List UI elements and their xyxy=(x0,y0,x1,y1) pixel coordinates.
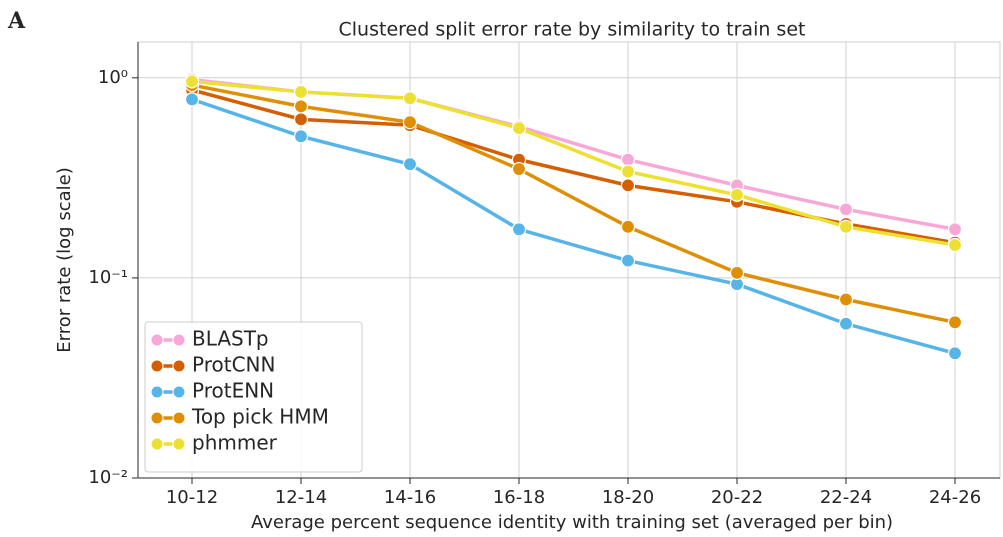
legend-marker xyxy=(150,333,164,347)
y-tick-label: 10⁻¹ xyxy=(88,267,128,288)
data-point xyxy=(838,219,854,234)
y-axis-label: Error rate (log scale) xyxy=(54,167,75,352)
chart-title: Clustered split error rate by similarity… xyxy=(339,19,806,41)
x-tick-label: 16-18 xyxy=(493,487,545,508)
data-point xyxy=(184,74,200,89)
data-point xyxy=(184,92,200,107)
y-tick-label: 10⁻² xyxy=(88,467,128,488)
data-point xyxy=(620,164,636,179)
data-point xyxy=(293,99,309,114)
x-tick-label: 24-26 xyxy=(929,487,981,508)
legend-marker xyxy=(172,359,186,373)
data-point xyxy=(402,157,418,172)
x-tick-label: 12-14 xyxy=(275,487,327,508)
data-point xyxy=(511,121,527,136)
data-point xyxy=(620,219,636,234)
legend-marker xyxy=(150,359,164,373)
data-point xyxy=(947,315,963,330)
x-tick-label: 22-24 xyxy=(820,487,872,508)
series-line xyxy=(191,83,956,325)
data-point xyxy=(620,178,636,193)
legend-label: phmmer xyxy=(192,431,278,455)
data-point xyxy=(838,292,854,307)
legend-marker xyxy=(172,333,186,347)
x-tick-label: 20-22 xyxy=(711,487,763,508)
data-point xyxy=(947,222,963,237)
data-point xyxy=(729,265,745,280)
data-point xyxy=(402,91,418,106)
legend-marker xyxy=(172,437,186,451)
data-point xyxy=(511,161,527,177)
legend-label: Top pick HMM xyxy=(191,405,329,429)
data-point xyxy=(511,222,527,237)
panel-label: A xyxy=(7,8,26,34)
legend-marker xyxy=(150,411,164,425)
data-point xyxy=(402,115,418,130)
data-point xyxy=(293,129,309,144)
series-line xyxy=(191,79,956,247)
legend-marker xyxy=(172,385,186,399)
legend-label: ProtCNN xyxy=(192,353,275,377)
legend-marker xyxy=(150,437,164,451)
data-point xyxy=(838,316,854,331)
data-point xyxy=(620,152,636,167)
series-line xyxy=(191,97,956,355)
legend-marker xyxy=(172,411,186,425)
x-axis-label: Average percent sequence identity with t… xyxy=(251,512,893,533)
x-tick-label: 14-16 xyxy=(384,487,436,508)
legend-label: BLASTp xyxy=(192,327,269,351)
x-tick-label: 10-12 xyxy=(166,487,218,508)
y-tick-label: 10⁰ xyxy=(98,67,128,88)
legend-marker xyxy=(150,385,164,399)
legend-label: ProtENN xyxy=(192,379,274,403)
data-point xyxy=(729,187,745,202)
legend-box xyxy=(144,321,363,473)
data-point xyxy=(293,112,309,127)
data-point xyxy=(838,202,854,217)
x-tick-label: 18-20 xyxy=(602,487,654,508)
data-point xyxy=(620,253,636,268)
data-point xyxy=(947,346,963,361)
data-point xyxy=(293,84,309,100)
data-point xyxy=(947,237,963,253)
